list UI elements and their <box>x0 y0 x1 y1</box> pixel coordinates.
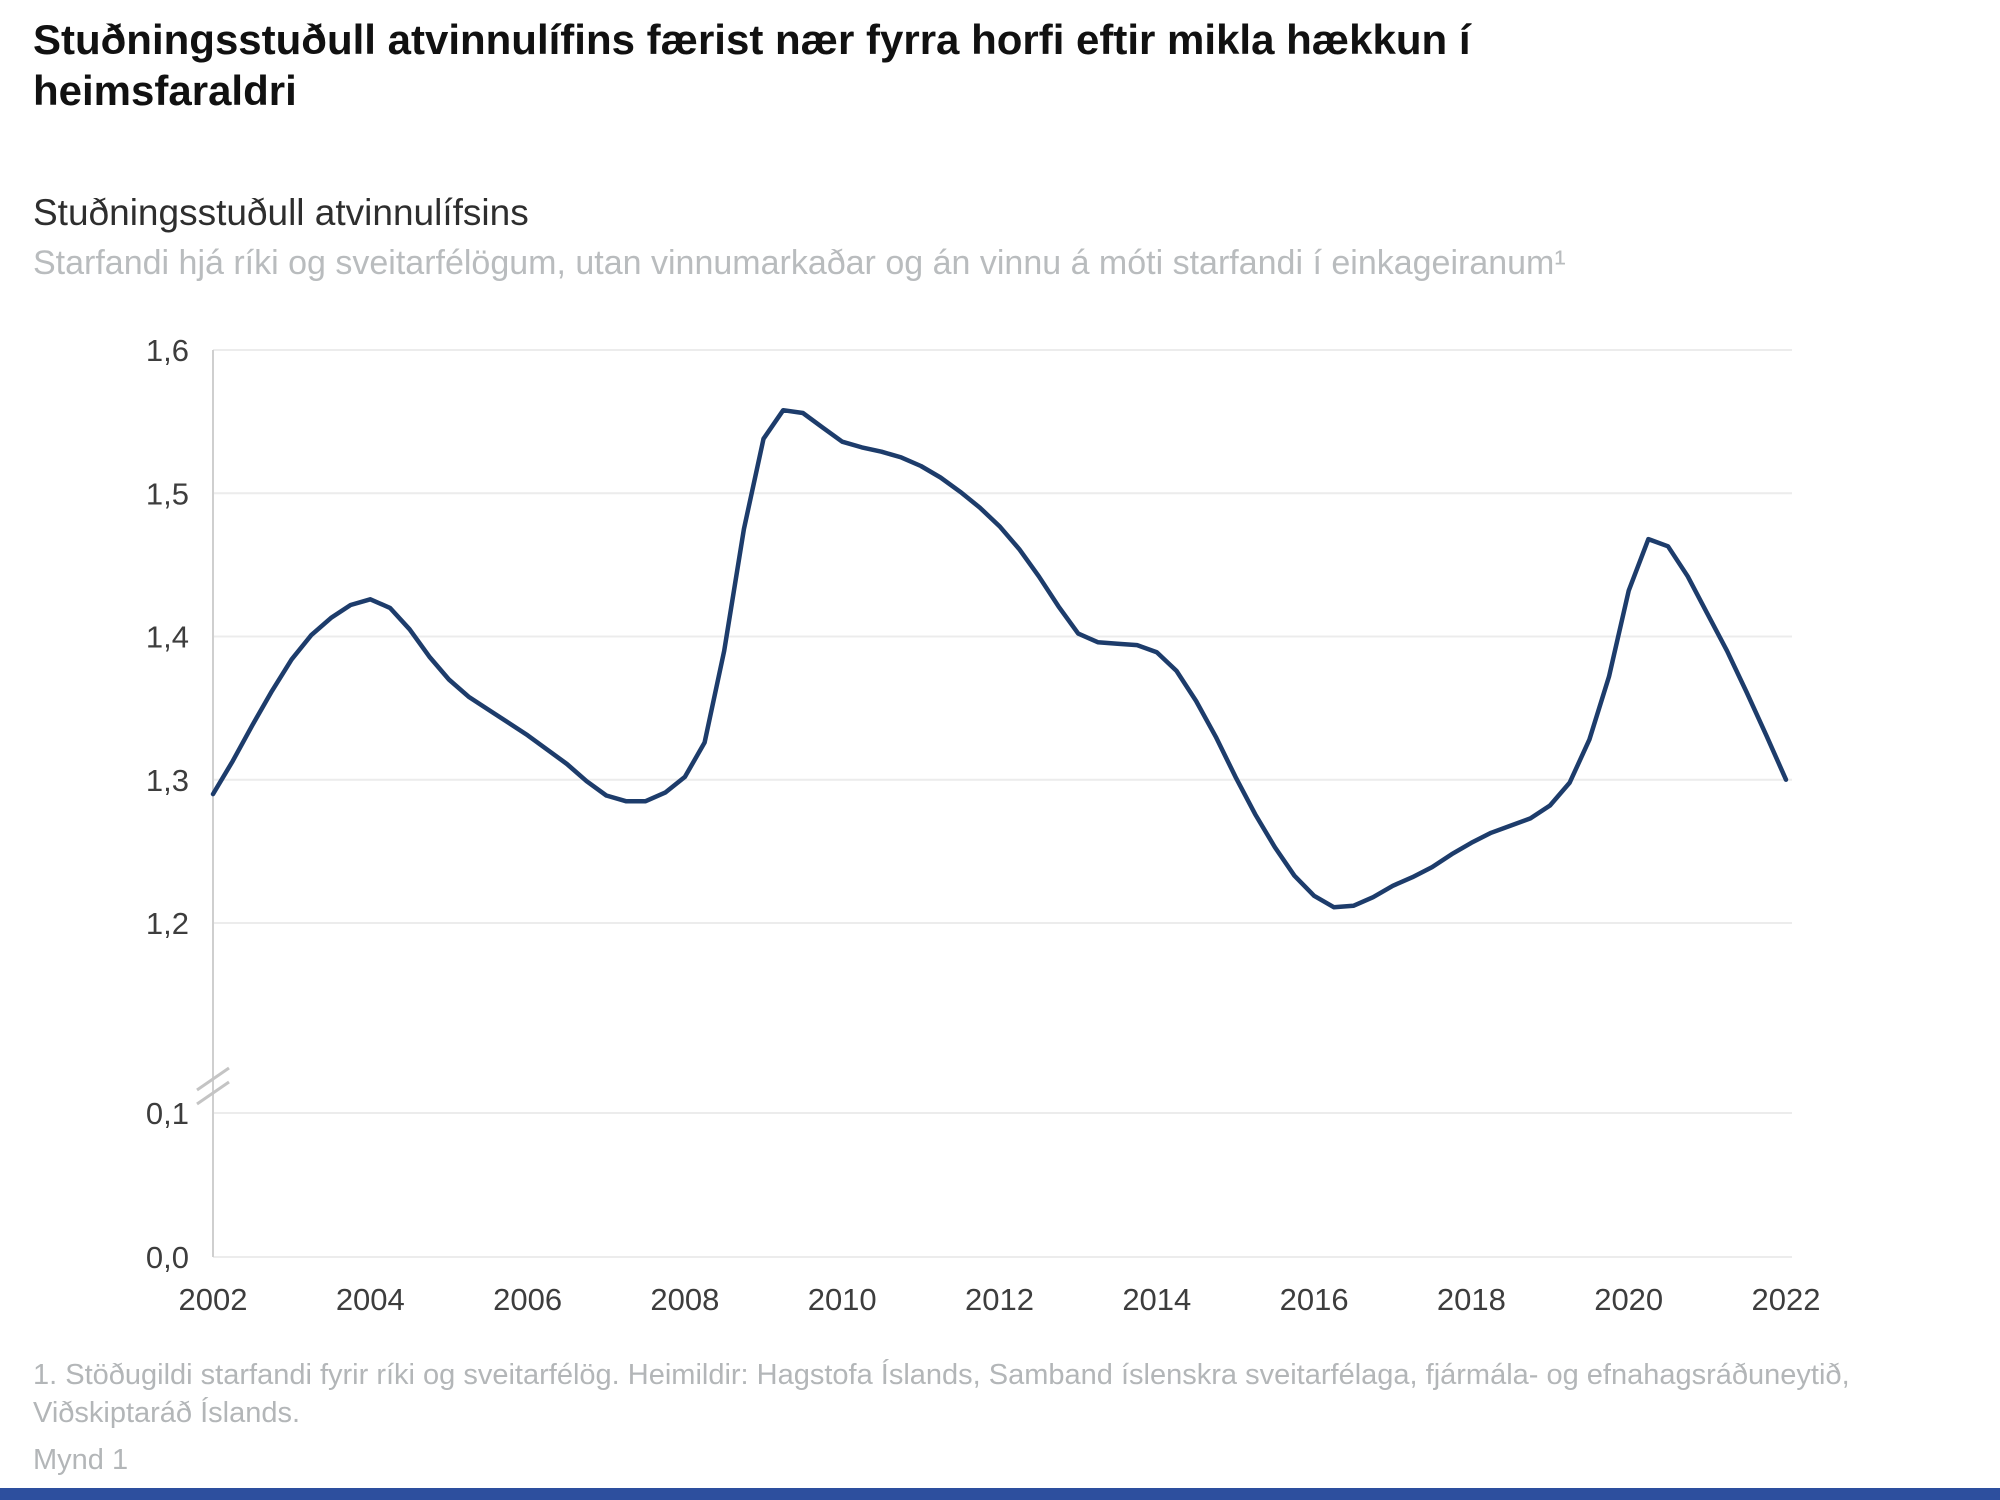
footer-accent-bar <box>0 1488 2000 1500</box>
x-axis-tick-label: 2008 <box>650 1282 719 1317</box>
x-axis-tick-label: 2010 <box>808 1282 877 1317</box>
axis-break-icon <box>196 1080 230 1106</box>
y-axis-tick-label: 1,5 <box>146 476 189 511</box>
figure-caption: Mynd 1 <box>33 1444 129 1476</box>
y-axis-tick-label: 1,6 <box>146 333 189 368</box>
x-axis-tick-label: 2006 <box>493 1282 562 1317</box>
chart-title: Stuðningsstuðull atvinnulífsins <box>33 192 529 233</box>
y-axis-tick-label: 0,1 <box>146 1096 189 1131</box>
y-axis-tick-label: 0,0 <box>146 1240 189 1275</box>
x-axis-tick-label: 2016 <box>1280 1282 1349 1317</box>
line-chart-canvas: 1,2 1,3 1,4 1,5 1,6 0,1 0,0 2002 2004 2006 2008 201… <box>146 333 1821 1317</box>
x-axis-tick-label: 2022 <box>1752 1282 1821 1317</box>
x-axis-tick-label: 2002 <box>179 1282 248 1317</box>
x-axis-tick-label: 2018 <box>1437 1282 1506 1317</box>
chart-subtitle: Starfandi hjá ríki og sveitarfélögum, ut… <box>33 244 1566 282</box>
x-axis-tick-label: 2020 <box>1594 1282 1663 1317</box>
axis-break-icon <box>196 1066 230 1092</box>
page-headline: Stuðningsstuðull atvinnulífins færist næ… <box>33 16 1471 115</box>
y-axis-tick-label: 1,4 <box>146 620 189 655</box>
x-axis-tick-label: 2012 <box>965 1282 1034 1317</box>
x-axis-tick-label: 2014 <box>1122 1282 1191 1317</box>
series-line <box>210 407 1789 910</box>
x-axis-tick-label: 2004 <box>336 1282 405 1317</box>
footnote: 1. Stöðugildi starfandi fyrir ríki og sv… <box>33 1359 1850 1430</box>
y-axis-tick-label: 1,3 <box>146 763 189 798</box>
y-axis-tick-label: 1,2 <box>146 906 189 941</box>
line-chart: 1,2 1,3 1,4 1,5 1,6 0,1 0,0 2002 2004 2006 2008 201… <box>0 320 2000 1330</box>
